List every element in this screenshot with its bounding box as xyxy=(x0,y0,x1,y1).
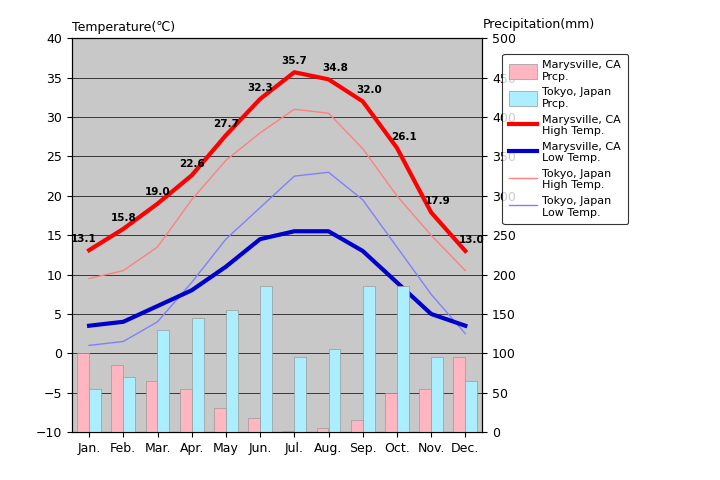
Bar xyxy=(282,431,294,432)
Bar xyxy=(226,310,238,432)
Bar xyxy=(317,428,328,432)
Bar xyxy=(419,389,431,432)
Bar xyxy=(158,330,169,432)
Bar xyxy=(77,353,89,432)
Bar xyxy=(385,393,397,432)
Bar xyxy=(294,357,306,432)
Legend: Marysville, CA
Prcp., Tokyo, Japan
Prcp., Marysville, CA
High Temp., Marysville,: Marysville, CA Prcp., Tokyo, Japan Prcp.… xyxy=(503,54,628,224)
Bar xyxy=(328,349,341,432)
Text: Temperature(℃): Temperature(℃) xyxy=(72,22,175,35)
Text: 19.0: 19.0 xyxy=(145,187,171,197)
Text: 13.0: 13.0 xyxy=(459,235,485,245)
Bar xyxy=(363,287,374,432)
Text: Precipitation(mm): Precipitation(mm) xyxy=(482,18,595,31)
Bar xyxy=(248,418,260,432)
Bar xyxy=(145,381,158,432)
Bar xyxy=(465,381,477,432)
Text: 17.9: 17.9 xyxy=(425,196,451,206)
Text: 35.7: 35.7 xyxy=(282,56,307,66)
Text: 27.7: 27.7 xyxy=(213,119,239,129)
Text: 26.1: 26.1 xyxy=(391,132,417,142)
Bar xyxy=(89,389,101,432)
Text: 34.8: 34.8 xyxy=(323,63,348,73)
Text: 15.8: 15.8 xyxy=(110,213,136,223)
Bar xyxy=(180,389,192,432)
Bar xyxy=(260,287,272,432)
Text: 32.0: 32.0 xyxy=(356,85,382,95)
Bar xyxy=(192,318,204,432)
Bar xyxy=(123,377,135,432)
Text: 22.6: 22.6 xyxy=(179,159,204,169)
Bar xyxy=(431,357,443,432)
Bar xyxy=(454,357,465,432)
Bar xyxy=(397,287,409,432)
Bar xyxy=(112,365,123,432)
Text: 32.3: 32.3 xyxy=(247,83,273,93)
Bar xyxy=(214,408,226,432)
Text: 13.1: 13.1 xyxy=(71,234,97,244)
Bar xyxy=(351,420,363,432)
